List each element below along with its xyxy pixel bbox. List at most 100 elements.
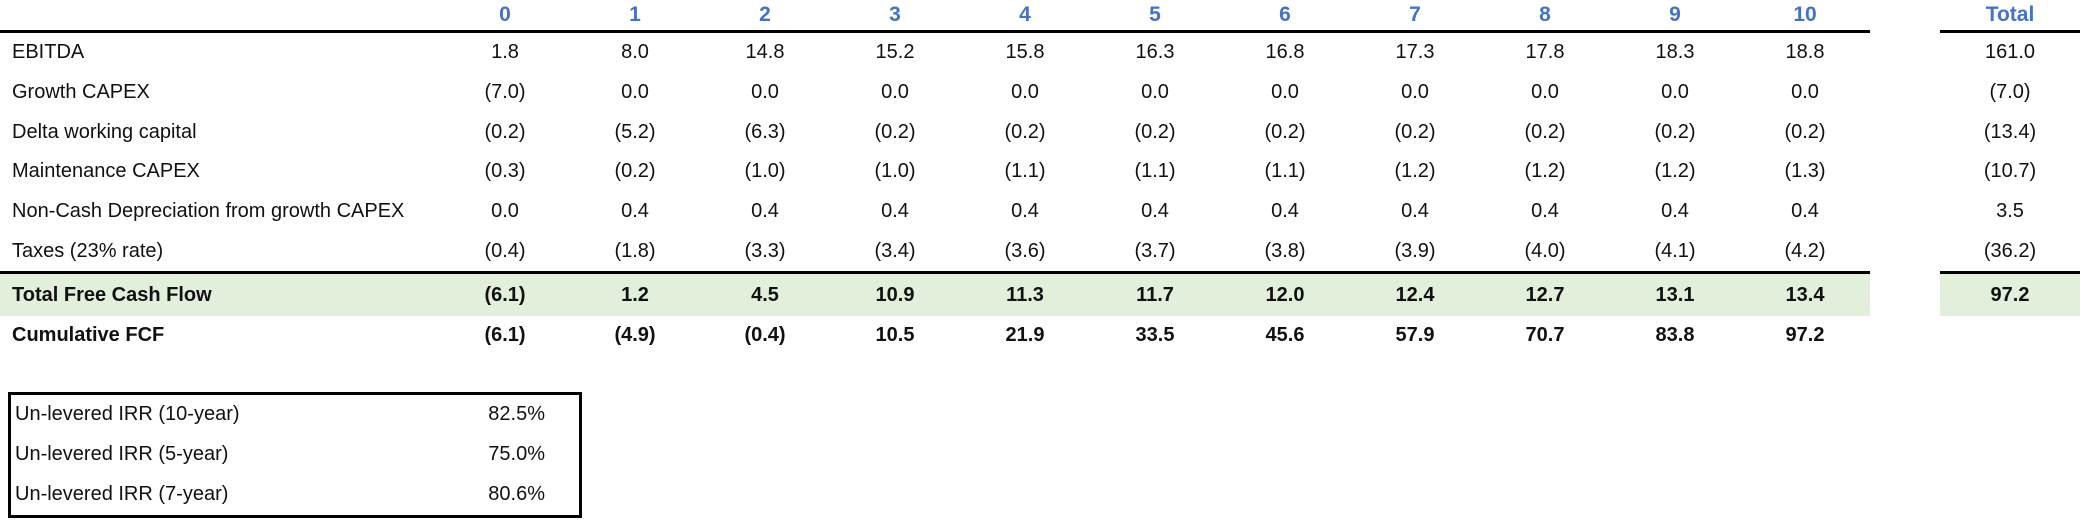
value-cell: (0.2) — [1784, 120, 1826, 143]
value-cell: 15.2 — [875, 41, 915, 64]
irr-label: Un-levered IRR (7-year) — [15, 483, 229, 506]
value-cell: (6.1) — [440, 271, 570, 317]
irr-label: Un-levered IRR (5-year) — [15, 443, 229, 466]
value-cell: 0.0 — [1141, 81, 1169, 104]
value-cell: 0.4 — [1271, 200, 1299, 223]
period-header-cell: 9 — [1610, 0, 1740, 33]
value-cell: 0.0 — [1791, 81, 1819, 104]
value-cell: (3.4) — [874, 239, 916, 262]
value-cell: (1.1) — [1134, 160, 1176, 183]
period-header-cell: 8 — [1480, 0, 1610, 33]
table-row: Cumulative FCF (6.1) (4.9) (0.4) 10.5 21.9 33.… — [0, 316, 2080, 356]
value-cell: 0.4 — [1011, 200, 1039, 223]
value-cell: (7.0) — [484, 81, 526, 104]
period-header-cell: 4 — [960, 0, 1090, 33]
value-cell: (3.8) — [1264, 239, 1306, 262]
value-cell: (1.1) — [1264, 160, 1306, 183]
value-cell: 0.0 — [1271, 81, 1299, 104]
irr-row: Un-levered IRR (7-year) 80.6% — [11, 475, 579, 515]
value-cell: (1.2) — [1654, 160, 1696, 183]
period-header-cell: 5 — [1090, 0, 1220, 33]
value-cell: (4.1) — [1654, 239, 1696, 262]
value-cell: 12.7 — [1480, 271, 1610, 317]
value-cell: (0.4) — [744, 324, 786, 347]
row-label: Cumulative FCF — [12, 324, 165, 347]
value-cell: 0.0 — [1011, 81, 1039, 104]
value-cell: 16.3 — [1135, 41, 1175, 64]
value-cell: 33.5 — [1135, 324, 1175, 347]
row-label: Non-Cash Depreciation from growth CAPEX — [12, 200, 405, 223]
irr-value: 75.0% — [488, 443, 545, 466]
value-cell: 45.6 — [1265, 324, 1305, 347]
period-header-cell: 2 — [700, 0, 830, 33]
value-cell: (1.1) — [1004, 160, 1046, 183]
value-cell: 0.0 — [1401, 81, 1429, 104]
value-cell: 0.4 — [881, 200, 909, 223]
column-gap — [1870, 0, 1940, 33]
value-cell: (3.7) — [1134, 239, 1176, 262]
value-cell: (1.8) — [614, 239, 656, 262]
value-cell: (1.0) — [874, 160, 916, 183]
value-cell: 0.4 — [1141, 200, 1169, 223]
value-cell: (4.9) — [614, 324, 656, 347]
value-cell: 0.0 — [621, 81, 649, 104]
cashflow-table: 0 1 2 3 4 5 6 7 8 9 10 Total EBITDA 1.8 8.0 14.8 15.2 1… — [0, 0, 2080, 356]
value-cell: 17.3 — [1395, 41, 1435, 64]
corner-cell — [0, 0, 440, 33]
row-label: Taxes (23% rate) — [12, 239, 164, 262]
row-label: Maintenance CAPEX — [12, 160, 200, 183]
value-cell: 0.4 — [1661, 200, 1689, 223]
value-cell: 0.4 — [621, 200, 649, 223]
value-cell: (3.9) — [1394, 239, 1436, 262]
table-row: Maintenance CAPEX (0.3) (0.2) (1.0) (1.0) (1.… — [0, 152, 2080, 192]
value-cell: (0.2) — [484, 120, 526, 143]
total-value-cell: (10.7) — [1983, 160, 2037, 183]
value-cell: (0.2) — [1134, 120, 1176, 143]
column-gap — [1870, 316, 1940, 356]
value-cell: (1.0) — [744, 160, 786, 183]
value-cell: (4.0) — [1524, 239, 1566, 262]
value-cell: 12.4 — [1350, 271, 1480, 317]
value-cell: 0.0 — [1661, 81, 1689, 104]
table-row: Delta working capital (0.2) (5.2) (6.3) (0.2… — [0, 112, 2080, 152]
table-header-row: 0 1 2 3 4 5 6 7 8 9 10 Total — [0, 0, 2080, 33]
value-cell: 10.9 — [830, 271, 960, 317]
value-cell: (1.2) — [1524, 160, 1566, 183]
value-cell: 57.9 — [1395, 324, 1435, 347]
value-cell: 15.8 — [1005, 41, 1045, 64]
column-gap — [1870, 73, 1940, 113]
value-cell: 0.4 — [751, 200, 779, 223]
row-label: Total Free Cash Flow — [0, 271, 440, 317]
total-value-cell: 161.0 — [1984, 41, 2036, 64]
value-cell: 0.0 — [881, 81, 909, 104]
value-cell: 16.8 — [1265, 41, 1305, 64]
value-cell: 18.3 — [1655, 41, 1695, 64]
value-cell: 13.1 — [1610, 271, 1740, 317]
value-cell: (6.3) — [744, 120, 786, 143]
row-label: Delta working capital — [12, 120, 197, 143]
value-cell: 97.2 — [1785, 324, 1825, 347]
value-cell: (1.3) — [1784, 160, 1826, 183]
value-cell: 1.2 — [570, 271, 700, 317]
total-header-cell: Total — [1940, 0, 2080, 33]
irr-value: 80.6% — [488, 483, 545, 506]
value-cell: (1.2) — [1394, 160, 1436, 183]
table-row: EBITDA 1.8 8.0 14.8 15.2 15.8 16.3 16.8 17.3 17.8… — [0, 33, 2080, 73]
value-cell: 0.0 — [491, 200, 519, 223]
period-header-cell: 10 — [1740, 0, 1870, 33]
value-cell: (0.2) — [1654, 120, 1696, 143]
value-cell: (4.2) — [1784, 239, 1826, 262]
value-cell: (3.6) — [1004, 239, 1046, 262]
column-gap — [1870, 192, 1940, 232]
value-cell: (6.1) — [484, 324, 526, 347]
column-gap — [1870, 152, 1940, 192]
value-cell: (0.2) — [614, 160, 656, 183]
value-cell: (3.3) — [744, 239, 786, 262]
row-label: EBITDA — [12, 41, 85, 64]
column-gap — [1870, 33, 1940, 73]
value-cell: 70.7 — [1525, 324, 1565, 347]
irr-row: Un-levered IRR (10-year) 82.5% — [11, 395, 579, 435]
total-value-cell: (36.2) — [1983, 239, 2037, 262]
table-row: Growth CAPEX (7.0) 0.0 0.0 0.0 0.0 0.0 0.0 0.0 0.… — [0, 73, 2080, 113]
